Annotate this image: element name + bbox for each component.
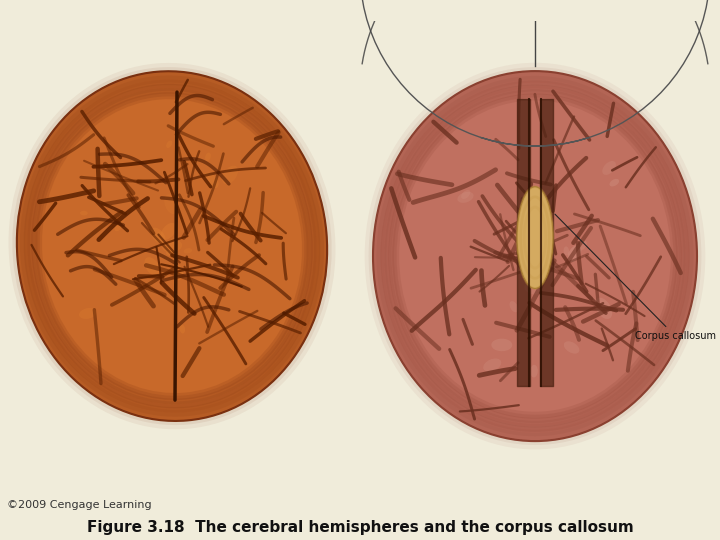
Ellipse shape xyxy=(204,173,219,188)
Ellipse shape xyxy=(79,308,96,319)
Ellipse shape xyxy=(145,257,161,276)
Ellipse shape xyxy=(595,298,612,319)
Ellipse shape xyxy=(530,365,538,377)
Ellipse shape xyxy=(179,325,185,334)
Ellipse shape xyxy=(524,284,541,294)
Ellipse shape xyxy=(222,166,238,184)
Ellipse shape xyxy=(510,301,518,312)
Ellipse shape xyxy=(576,241,587,251)
Ellipse shape xyxy=(461,190,470,199)
Ellipse shape xyxy=(155,231,163,242)
Text: Figure 3.18  The cerebral hemispheres and the corpus callosum: Figure 3.18 The cerebral hemispheres and… xyxy=(86,519,634,535)
Ellipse shape xyxy=(162,240,182,252)
Ellipse shape xyxy=(532,222,544,237)
Ellipse shape xyxy=(146,281,152,292)
Ellipse shape xyxy=(161,223,176,240)
Ellipse shape xyxy=(117,214,125,225)
Ellipse shape xyxy=(373,71,697,441)
Ellipse shape xyxy=(166,251,174,256)
Ellipse shape xyxy=(523,257,539,267)
Ellipse shape xyxy=(610,179,619,186)
Ellipse shape xyxy=(602,161,616,175)
Ellipse shape xyxy=(457,192,474,203)
Ellipse shape xyxy=(491,339,512,351)
Text: ©2009 Cengage Learning: ©2009 Cengage Learning xyxy=(7,500,152,510)
Ellipse shape xyxy=(517,187,553,288)
Ellipse shape xyxy=(564,246,569,255)
Ellipse shape xyxy=(17,71,327,421)
Ellipse shape xyxy=(377,75,694,437)
Text: Corpus callosum: Corpus callosum xyxy=(555,214,716,341)
Ellipse shape xyxy=(20,75,324,417)
Ellipse shape xyxy=(544,190,554,197)
Ellipse shape xyxy=(164,194,178,214)
Ellipse shape xyxy=(483,359,501,372)
Ellipse shape xyxy=(184,248,192,253)
Ellipse shape xyxy=(542,244,549,255)
Ellipse shape xyxy=(167,237,179,252)
Ellipse shape xyxy=(174,265,183,280)
Ellipse shape xyxy=(567,245,581,262)
Ellipse shape xyxy=(150,227,166,244)
Ellipse shape xyxy=(205,152,211,161)
Ellipse shape xyxy=(114,221,122,231)
Ellipse shape xyxy=(516,219,528,230)
Ellipse shape xyxy=(549,260,556,270)
Ellipse shape xyxy=(564,341,580,354)
Ellipse shape xyxy=(166,140,172,148)
Ellipse shape xyxy=(80,211,88,215)
